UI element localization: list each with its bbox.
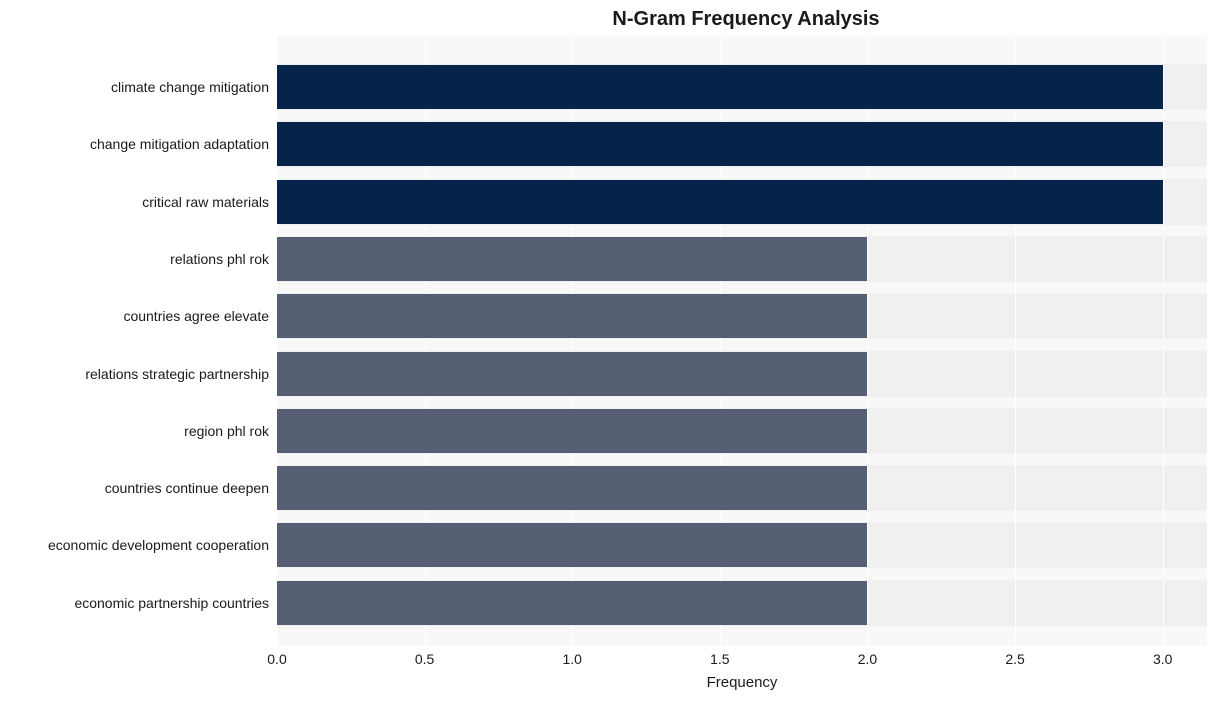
bar-row (277, 581, 867, 625)
y-tick-label: relations phl rok (170, 251, 269, 267)
x-tick-label: 2.0 (858, 651, 877, 667)
bar-row (277, 352, 867, 396)
bar-row (277, 237, 867, 281)
x-tick-label: 3.0 (1153, 651, 1172, 667)
x-tick-label: 0.5 (415, 651, 434, 667)
bar-row (277, 523, 867, 567)
chart-title: N-Gram Frequency Analysis (8, 8, 1207, 31)
x-tick-label: 2.5 (1005, 651, 1024, 667)
bar (277, 122, 1163, 166)
bar (277, 352, 867, 396)
x-tick-label: 1.0 (563, 651, 582, 667)
bar (277, 180, 1163, 224)
bar (277, 581, 867, 625)
y-tick-label: countries continue deepen (105, 480, 269, 496)
x-tick-label: 0.0 (267, 651, 286, 667)
y-tick-label: relations strategic partnership (85, 366, 269, 382)
x-tick-label: 1.5 (710, 651, 729, 667)
bar (277, 65, 1163, 109)
y-tick-label: region phl rok (184, 423, 269, 439)
bar (277, 237, 867, 281)
y-tick-label: economic partnership countries (74, 595, 269, 611)
bar (277, 294, 867, 338)
ngram-frequency-chart: N-Gram Frequency Analysis climate change… (0, 0, 1217, 701)
bar (277, 523, 867, 567)
bar-row (277, 122, 1163, 166)
y-tick-label: change mitigation adaptation (90, 136, 269, 152)
bar-row (277, 180, 1163, 224)
y-tick-label: critical raw materials (142, 194, 269, 210)
bar-row (277, 294, 867, 338)
y-tick-label: economic development cooperation (48, 537, 269, 553)
x-gridline (1163, 36, 1164, 646)
y-tick-label: countries agree elevate (123, 308, 269, 324)
y-tick-label: climate change mitigation (111, 79, 269, 95)
bar-row (277, 65, 1163, 109)
bar-row (277, 466, 867, 510)
plot-area (277, 36, 1207, 646)
bar (277, 466, 867, 510)
bar (277, 409, 867, 453)
bar-row (277, 409, 867, 453)
x-axis-label: Frequency (277, 674, 1207, 691)
